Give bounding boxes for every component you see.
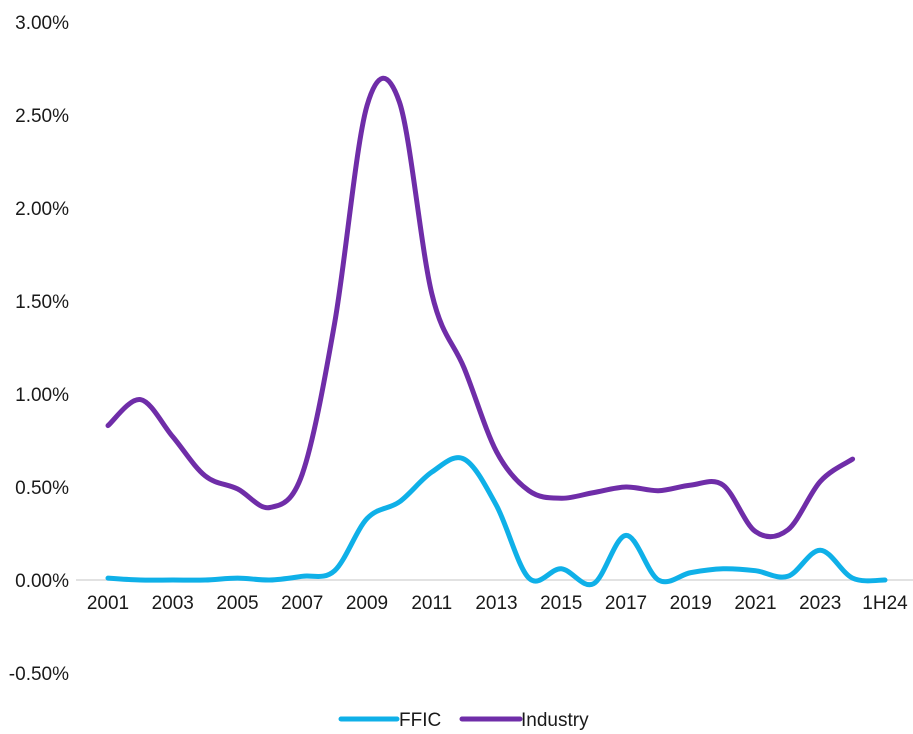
x-axis-tick-labels: 2001 2003 2005 2007 2009 2011 2013 2015 2017 2019… — [87, 593, 908, 614]
y-tick-label: 3.00% — [15, 13, 69, 34]
x-tick-label: 2011 — [411, 593, 452, 614]
x-tick-label: 2023 — [799, 593, 841, 614]
x-tick-label: 2015 — [540, 593, 582, 614]
x-tick-label: 2013 — [475, 593, 517, 614]
y-tick-label: 2.50% — [15, 106, 69, 127]
series-line-ffic — [105, 455, 888, 588]
x-tick-label: 2017 — [605, 593, 647, 614]
x-tick-label: 2019 — [670, 593, 712, 614]
legend-label-ffic: FFIC — [399, 710, 441, 731]
y-tick-label: 1.50% — [15, 292, 69, 313]
x-tick-label: 2007 — [281, 593, 323, 614]
x-tick-label: 2009 — [346, 593, 388, 614]
y-tick-label: -0.50% — [9, 664, 69, 685]
x-tick-label: 2021 — [734, 593, 776, 614]
series-lines — [105, 75, 888, 588]
y-axis-tick-labels: 3.00% 2.50% 2.00% 1.50% 1.00% 0.50% 0.00% -0.50… — [9, 13, 69, 685]
x-tick-label: 1H24 — [862, 593, 908, 614]
legend-label-industry: Industry — [521, 710, 589, 731]
series-line-industry — [105, 75, 856, 540]
x-tick-label: 2003 — [152, 593, 194, 614]
y-tick-label: 2.00% — [15, 199, 69, 220]
y-tick-label: 0.50% — [15, 478, 69, 499]
x-tick-label: 2005 — [216, 593, 258, 614]
x-tick-label: 2001 — [87, 593, 129, 614]
y-tick-label: 1.00% — [15, 385, 69, 406]
legend: FFIC Industry — [338, 710, 589, 731]
y-tick-label: 0.00% — [15, 571, 69, 592]
